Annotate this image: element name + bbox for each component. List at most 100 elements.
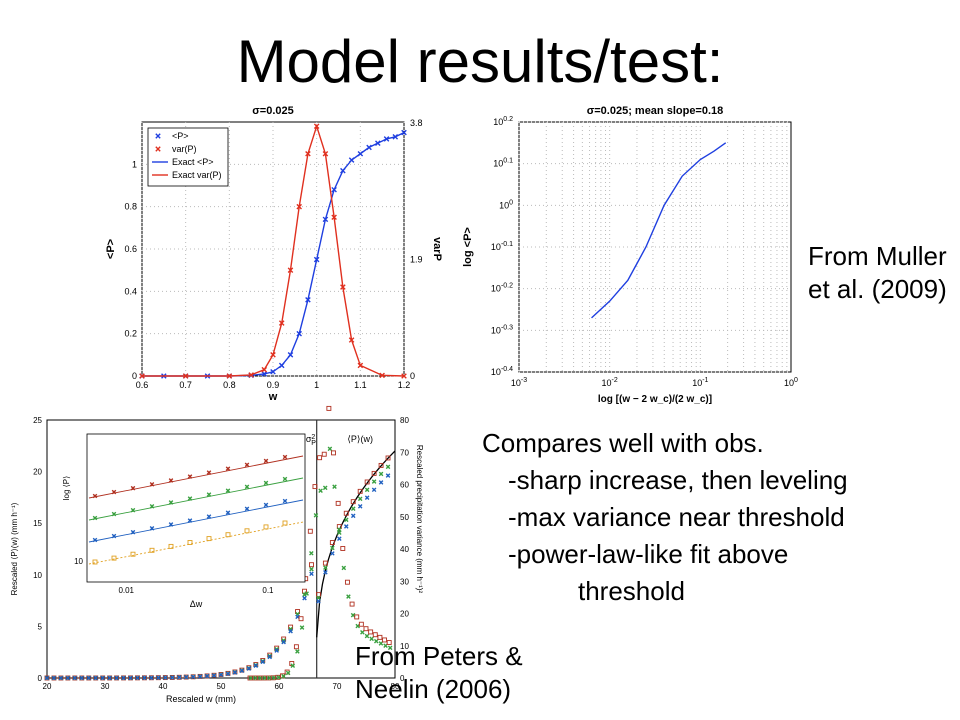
- data-point: [246, 665, 252, 671]
- data-point: [121, 675, 126, 681]
- variance-point: [321, 451, 327, 457]
- data-point: [401, 373, 407, 379]
- data-point: [218, 672, 224, 678]
- data-point: [357, 362, 364, 369]
- y2-tick-label: 70: [400, 448, 409, 457]
- data-point: [383, 136, 390, 142]
- data-point: [305, 150, 311, 157]
- inset-point: [263, 524, 269, 530]
- data-point: [364, 495, 370, 500]
- series-line: [142, 123, 405, 377]
- y2-tick-label: 0: [400, 674, 405, 683]
- data-point: [316, 598, 321, 604]
- y-tick-label: 0: [38, 674, 43, 683]
- y2-tick-label: 20: [400, 610, 409, 619]
- y-tick-label: 10: [33, 571, 42, 580]
- y-tick-label: 5: [38, 622, 43, 631]
- data-point: [44, 675, 50, 681]
- variance-point: [312, 484, 318, 490]
- legend-entry: <P>: [172, 131, 189, 141]
- data-point: [274, 648, 279, 653]
- variance-point: [317, 455, 323, 461]
- variance-point: [331, 450, 336, 456]
- data-point: [93, 675, 99, 681]
- data-point: [232, 670, 238, 675]
- variance-point: [309, 550, 314, 556]
- data-point: [107, 675, 113, 681]
- variance-point: [369, 636, 374, 642]
- data-point: [155, 675, 161, 681]
- data-point: [141, 675, 147, 681]
- data-point: [100, 675, 105, 681]
- x-tick-label: 100: [784, 377, 798, 388]
- inset-point: [92, 537, 98, 543]
- legend-entry: var(P): [172, 144, 197, 154]
- data-point: [246, 666, 252, 671]
- data-point: [309, 562, 314, 568]
- y2-tick-label: 3.8: [410, 118, 423, 128]
- data-point: [226, 373, 233, 379]
- inset-point: [168, 522, 174, 527]
- legend-box: [147, 127, 229, 187]
- slide-notes: Compares well with obs. -sharp increase,…: [482, 425, 952, 610]
- chart-peters-neelin-svg: 20 30 40 50 60 70 8005101520250102030405060708…: [10, 405, 424, 704]
- data-point: [183, 674, 189, 680]
- data-point: [79, 675, 85, 681]
- data-point: [322, 150, 329, 157]
- inset-point: [225, 510, 231, 515]
- x-tick-label: 1.2: [398, 380, 411, 390]
- y-axis-label: log <P>: [462, 227, 474, 267]
- variance-point: [354, 614, 360, 620]
- chart-loglog-svg: 10-3 10-2 10-1 100 100.2 100.1 100 10-0.1 10-0.2…: [462, 105, 798, 405]
- x-tick-label: 70: [333, 682, 342, 691]
- x-tick-label: 0.8: [223, 380, 236, 390]
- data-point: [322, 560, 328, 566]
- inset-point: [282, 520, 288, 526]
- data-point: [278, 320, 285, 326]
- y-tick-label: 10-0.4: [491, 366, 513, 377]
- data-point: [204, 673, 210, 679]
- data-point: [385, 473, 391, 478]
- inset-point: [244, 462, 250, 468]
- variance-point: [313, 513, 319, 518]
- variance-point: [364, 633, 370, 639]
- inset-x-tick-label: 0.01: [118, 586, 134, 595]
- y-tick-label: 1: [132, 159, 137, 169]
- inset-point: [187, 496, 193, 501]
- variance-point: [336, 527, 342, 532]
- data-point: [323, 565, 328, 570]
- y-tick-label: 10-0.1: [491, 241, 513, 252]
- data-point: [322, 216, 329, 223]
- chart-mean-variance: 0.6 0.7 0.8 0.9 1 1.1 1.2 0 0.2 0.4 0.6 0.8 1 0 1.9 3.8…: [100, 96, 445, 411]
- inset-point: [187, 474, 193, 479]
- data-point: [190, 674, 196, 680]
- inset-point: [263, 480, 269, 486]
- variance-point: [252, 675, 258, 681]
- data-point: [114, 675, 120, 681]
- inset-point: [168, 500, 174, 505]
- data-point: [392, 134, 399, 140]
- data-point: [267, 654, 273, 660]
- variance-point: [358, 621, 364, 627]
- data-point: [261, 371, 268, 377]
- x-tick-label: 0.6: [136, 380, 149, 390]
- data-point: [385, 464, 391, 470]
- data-point: [79, 675, 85, 681]
- inset-point: [225, 488, 231, 493]
- variance-point: [387, 645, 393, 651]
- data-point: [65, 675, 71, 681]
- x-tick-label: 0.9: [267, 380, 280, 390]
- x-tick-label: 80: [391, 682, 400, 691]
- variance-point: [373, 638, 379, 644]
- variance-point: [368, 629, 374, 635]
- inset-point: [244, 506, 250, 512]
- data-point: [183, 674, 189, 680]
- data-point: [260, 659, 266, 665]
- data-point: [148, 675, 154, 681]
- y2-axis-label: varP: [431, 237, 443, 261]
- data-point: [350, 506, 356, 512]
- y-tick-label: 0.4: [124, 286, 137, 296]
- data-point: [331, 214, 337, 221]
- inset-y-axis-label: log ⟨P⟩: [62, 476, 71, 500]
- inset-point: [168, 543, 174, 549]
